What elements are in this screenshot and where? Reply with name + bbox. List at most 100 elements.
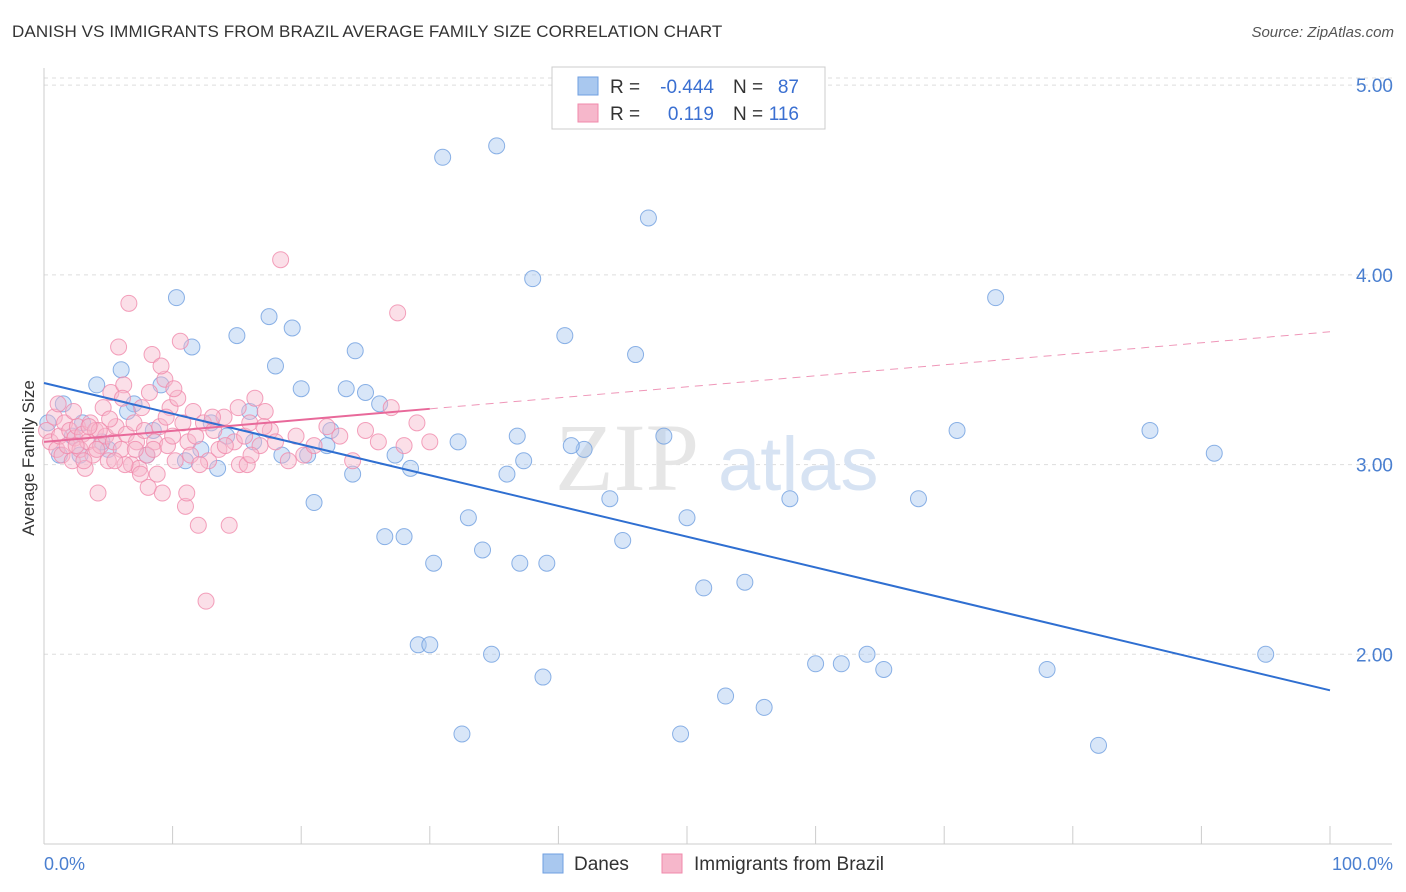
brazil-point-51 bbox=[171, 332, 189, 350]
brazil-point-103 bbox=[203, 408, 221, 426]
danes-point-86 bbox=[511, 554, 529, 572]
brazil-point-5 bbox=[53, 446, 71, 464]
danes-point-52 bbox=[781, 490, 799, 508]
brazil-point-0 bbox=[38, 421, 56, 439]
legend-r-label-danes: R = bbox=[610, 77, 640, 98]
legend-r-label-brazil: R = bbox=[610, 104, 640, 125]
y-tick-label-3: 5.00 bbox=[1356, 76, 1393, 97]
x-tick-label-0: 0.0% bbox=[44, 854, 85, 874]
danes-trend-line bbox=[43, 382, 1331, 692]
brazil-point-109 bbox=[90, 421, 108, 439]
danes-point-76 bbox=[344, 465, 362, 483]
brazil-point-35 bbox=[130, 459, 148, 477]
watermark-atlas: atlas bbox=[718, 422, 879, 507]
brazil-point-42 bbox=[148, 465, 166, 483]
brazil-point-87 bbox=[421, 433, 439, 451]
brazil-point-58 bbox=[189, 516, 207, 534]
danes-points bbox=[39, 137, 1275, 754]
brazil-points bbox=[38, 251, 439, 610]
legend-swatch-danes bbox=[577, 76, 599, 96]
brazil-point-105 bbox=[229, 399, 247, 417]
bottom-legend-brazil: Immigrants from Brazil bbox=[694, 854, 884, 875]
danes-point-54 bbox=[832, 655, 850, 673]
brazil-point-99 bbox=[152, 357, 170, 375]
danes-point-39 bbox=[538, 554, 556, 572]
brazil-point-69 bbox=[246, 389, 264, 407]
danes-point-45 bbox=[655, 427, 673, 445]
brazil-point-79 bbox=[318, 418, 336, 436]
danes-point-55 bbox=[858, 645, 876, 663]
danes-point-32 bbox=[449, 433, 467, 451]
legend-n-label-brazil: N = bbox=[733, 104, 763, 125]
brazil-point-46 bbox=[158, 437, 176, 455]
brazil-point-53 bbox=[176, 497, 194, 515]
brazil-point-86 bbox=[408, 414, 426, 432]
brazil-point-98 bbox=[139, 478, 157, 496]
danes-point-44 bbox=[639, 209, 657, 227]
danes-point-49 bbox=[717, 687, 735, 705]
danes-point-46 bbox=[672, 725, 690, 743]
y-tick-labels: 2.00 3.00 4.00 5.00 bbox=[1356, 76, 1393, 666]
danes-point-53 bbox=[807, 655, 825, 673]
brazil-point-29 bbox=[115, 376, 133, 394]
stats-legend: R = -0.444 N = 87 R = 0.119 N = 116 bbox=[551, 66, 826, 130]
danes-point-42 bbox=[601, 490, 619, 508]
danes-point-25 bbox=[357, 384, 374, 401]
brazil-trend-line bbox=[43, 407, 430, 443]
bottom-legend-danes: Danes bbox=[574, 854, 629, 875]
series-legend: Danes Immigrants from Brazil bbox=[542, 853, 884, 875]
brazil-point-114 bbox=[144, 440, 162, 458]
brazil-point-27 bbox=[110, 338, 128, 356]
danes-point-17 bbox=[260, 308, 278, 326]
brazil-point-102 bbox=[191, 456, 209, 474]
brazil-trend-extension bbox=[429, 331, 1331, 410]
x-tick-labels: 0.0% 100.0% bbox=[44, 854, 1393, 874]
danes-point-74 bbox=[292, 380, 310, 398]
grid-lines bbox=[44, 77, 1392, 655]
brazil-point-60 bbox=[200, 452, 218, 470]
brazil-point-90 bbox=[238, 456, 256, 474]
brazil-point-106 bbox=[242, 446, 260, 464]
danes-point-27 bbox=[386, 446, 404, 464]
danes-point-31 bbox=[434, 148, 452, 166]
brazil-point-111 bbox=[80, 418, 98, 436]
brazil-point-19 bbox=[89, 484, 107, 502]
danes-point-62 bbox=[1141, 421, 1159, 439]
brazil-point-94 bbox=[88, 440, 106, 458]
danes-point-77 bbox=[376, 528, 394, 546]
brazil-point-97 bbox=[126, 440, 144, 458]
danes-point-33 bbox=[459, 509, 477, 527]
brazil-point-107 bbox=[255, 418, 273, 436]
danes-point-82 bbox=[508, 427, 526, 445]
danes-point-38 bbox=[524, 270, 542, 288]
y-tick-label-1: 3.00 bbox=[1356, 456, 1393, 477]
brazil-point-49 bbox=[166, 452, 184, 470]
danes-point-57 bbox=[909, 490, 927, 508]
danes-point-64 bbox=[1257, 645, 1275, 663]
danes-point-79 bbox=[421, 636, 439, 654]
danes-point-29 bbox=[409, 636, 427, 654]
danes-point-56 bbox=[875, 660, 893, 678]
danes-point-6 bbox=[112, 361, 130, 379]
brazil-point-75 bbox=[279, 452, 297, 470]
legend-n-value-danes: 87 bbox=[778, 77, 799, 98]
brazil-point-92 bbox=[65, 402, 83, 420]
brazil-point-40 bbox=[143, 346, 161, 364]
danes-point-43 bbox=[627, 346, 645, 364]
brazil-point-85 bbox=[395, 437, 413, 455]
danes-point-35 bbox=[488, 137, 506, 155]
brazil-point-31 bbox=[120, 294, 138, 312]
danes-point-80 bbox=[453, 725, 471, 743]
danes-point-18 bbox=[266, 357, 284, 375]
bottom-legend-swatch-danes bbox=[542, 853, 564, 874]
danes-point-28 bbox=[395, 528, 413, 546]
brazil-point-100 bbox=[165, 380, 183, 398]
brazil-point-23 bbox=[99, 452, 117, 470]
legend-n-label-danes: N = bbox=[733, 77, 763, 98]
chart-title: DANISH VS IMMIGRANTS FROM BRAZIL AVERAGE… bbox=[12, 22, 723, 41]
danes-point-84 bbox=[562, 437, 580, 455]
brazil-point-55 bbox=[182, 446, 200, 464]
danes-point-36 bbox=[498, 465, 516, 483]
danes-point-30 bbox=[425, 554, 443, 572]
brazil-point-39 bbox=[140, 384, 158, 401]
